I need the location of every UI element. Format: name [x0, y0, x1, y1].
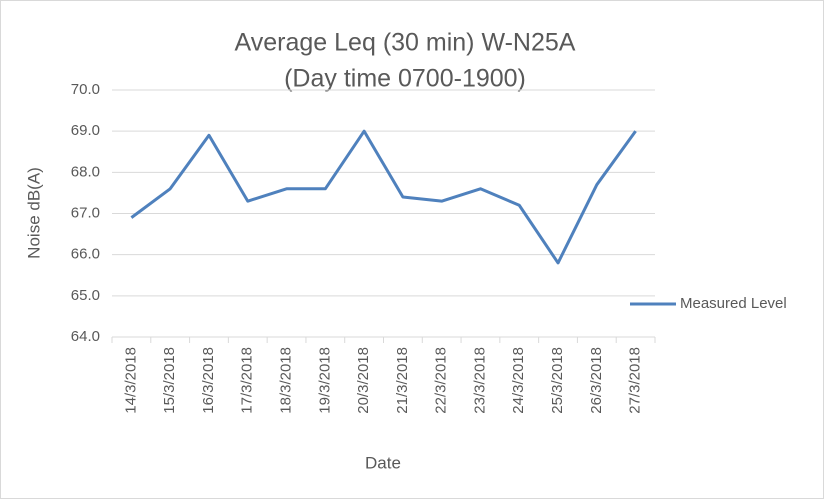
y-tick-label: 67.0 — [71, 204, 100, 221]
y-tick-label: 69.0 — [71, 122, 100, 139]
x-tick-label: 22/3/2018 — [433, 347, 450, 414]
y-tick-label: 68.0 — [71, 163, 100, 180]
x-tick-label: 21/3/2018 — [394, 347, 411, 414]
y-tick-label: 65.0 — [71, 287, 100, 304]
x-tick-label: 15/3/2018 — [161, 347, 178, 414]
x-tick-label: 26/3/2018 — [588, 347, 605, 414]
x-tick-label: 23/3/2018 — [471, 347, 488, 414]
y-tick-label: 70.0 — [71, 81, 100, 98]
x-tick-label: 20/3/2018 — [355, 347, 372, 414]
chart-title: (Day time 0700-1900) — [284, 65, 526, 93]
chart-title: Average Leq (30 min) W-N25A — [235, 29, 576, 57]
y-tick-label: 64.0 — [71, 328, 100, 345]
y-tick-label: 66.0 — [71, 246, 100, 263]
x-tick-label: 19/3/2018 — [316, 347, 333, 414]
x-tick-label: 25/3/2018 — [549, 347, 566, 414]
y-axis-label: Noise dB(A) — [24, 167, 43, 259]
x-tick-label: 18/3/2018 — [278, 347, 295, 414]
x-tick-label: 17/3/2018 — [239, 347, 256, 414]
x-tick-label: 27/3/2018 — [627, 347, 644, 414]
legend-label: Measured Level — [680, 295, 787, 312]
x-tick-label: 16/3/2018 — [200, 347, 217, 414]
x-axis-label: Date — [365, 453, 401, 472]
x-tick-label: 24/3/2018 — [510, 347, 527, 414]
data-line — [130, 129, 637, 265]
x-tick-label: 14/3/2018 — [122, 347, 139, 414]
